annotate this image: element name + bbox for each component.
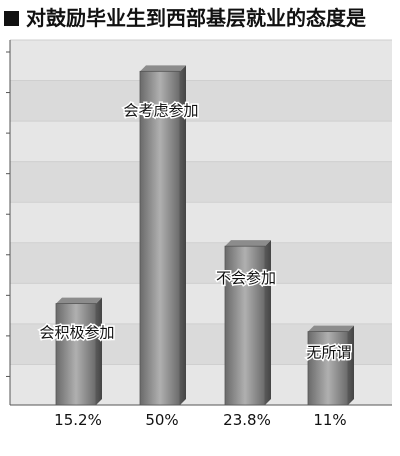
grid-band <box>10 242 392 284</box>
category-label: 不会参加 <box>216 269 276 287</box>
chart-title: 对鼓励毕业生到西部基层就业的态度是 <box>4 2 400 34</box>
grid-band <box>10 161 392 203</box>
bar-top <box>56 297 102 304</box>
grid-band <box>10 202 392 243</box>
bar-top <box>140 65 186 72</box>
chart-title-text: 对鼓励毕业生到西部基层就业的态度是 <box>26 6 366 30</box>
bar-front <box>224 245 266 406</box>
value-label: 23.8% <box>223 411 271 429</box>
category-label: 会积极参加 <box>39 324 114 342</box>
title-square-icon <box>4 11 19 26</box>
bars-group <box>55 65 354 406</box>
value-label: 50% <box>145 411 178 429</box>
labels-group: 会积极参加 15.2% 会考虑参加 50% 不会参加 23.8% 无所谓 11% <box>38 100 353 429</box>
bar <box>55 297 102 406</box>
grid-band <box>10 121 392 162</box>
bar-side <box>348 325 354 405</box>
bar-top <box>225 240 271 247</box>
grid-band <box>10 80 392 122</box>
bar <box>139 65 186 406</box>
bar-front <box>307 331 349 406</box>
bar-front <box>139 70 181 406</box>
bar-side <box>180 65 186 405</box>
category-label: 无所谓 <box>306 344 351 362</box>
grid-band <box>10 40 392 81</box>
bar-top <box>308 325 354 332</box>
bar <box>224 240 271 406</box>
bar <box>307 325 354 406</box>
bar-side <box>96 297 102 405</box>
bar-front <box>55 303 97 406</box>
value-label: 15.2% <box>54 411 102 429</box>
bar-side <box>265 240 271 405</box>
category-label: 会考虑参加 <box>123 101 198 119</box>
value-label: 11% <box>313 411 346 429</box>
